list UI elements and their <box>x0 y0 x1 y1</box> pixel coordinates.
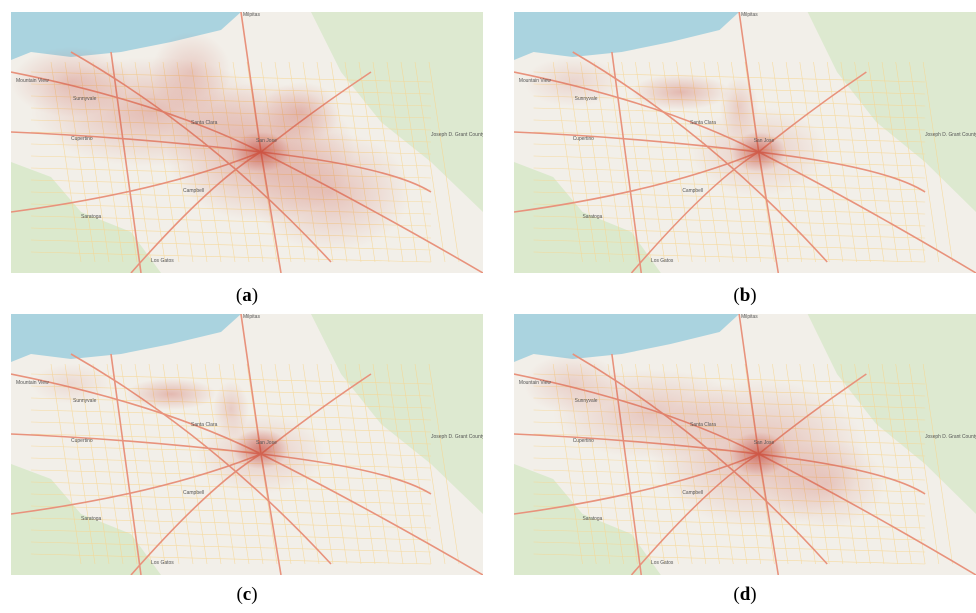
label-park: Joseph D. Grant County Park <box>431 434 483 440</box>
label-campbell: Campbell <box>183 188 204 194</box>
label-santa-clara: Santa Clara <box>191 120 218 126</box>
label-los-gatos: Los Gatos <box>151 258 174 264</box>
label-park: Joseph D. Grant County Park <box>431 132 483 138</box>
label-cupertino: Cupertino <box>71 136 93 142</box>
label-santa-clara: Santa Clara <box>690 120 716 126</box>
caption-c: (c) <box>236 584 258 605</box>
bay-water <box>11 314 241 362</box>
heatmap-b: Milpitas Mountain View Sunnyvale Santa Clar… <box>514 12 976 273</box>
heatmap-a: Milpitas Mountain View Sunnyvale Santa Clar… <box>11 12 483 273</box>
heat-layer <box>523 57 828 197</box>
label-sunnyvale: Sunnyvale <box>575 96 598 102</box>
label-san-jose: San Jose <box>754 138 775 144</box>
label-saratoga: Saratoga <box>81 516 102 522</box>
heatmap-d: Milpitas Mountain View Sunnyvale Santa Clar… <box>514 314 976 575</box>
heat-layer <box>31 364 326 494</box>
label-santa-clara: Santa Clara <box>690 422 716 428</box>
label-san-jose: San Jose <box>256 440 277 446</box>
label-san-jose: San Jose <box>256 138 277 144</box>
label-mountain-view: Mountain View <box>519 380 551 386</box>
panel-d: Milpitas Mountain View Sunnyvale Santa Clar… <box>514 314 976 575</box>
label-mountain-view: Mountain View <box>16 78 49 84</box>
panel-c: Milpitas Mountain View Sunnyvale Santa Clar… <box>11 314 483 575</box>
label-campbell: Campbell <box>183 490 204 496</box>
label-park: Joseph D. Grant County Park <box>925 434 976 440</box>
label-mountain-view: Mountain View <box>519 78 551 84</box>
heat-layer <box>523 354 886 529</box>
label-sunnyvale: Sunnyvale <box>73 398 97 404</box>
map-d: Milpitas Mountain View Sunnyvale Santa Clar… <box>514 314 976 575</box>
map-a: Milpitas Mountain View Sunnyvale Santa Clar… <box>11 12 483 273</box>
label-mountain-view: Mountain View <box>16 380 49 386</box>
label-cupertino: Cupertino <box>573 438 594 444</box>
label-sunnyvale: Sunnyvale <box>73 96 97 102</box>
label-saratoga: Saratoga <box>583 516 603 522</box>
caption-a: (a) <box>235 285 259 306</box>
label-milpitas: Milpitas <box>741 12 758 18</box>
label-los-gatos: Los Gatos <box>651 258 674 264</box>
panel-a: Milpitas Mountain View Sunnyvale Santa Clar… <box>11 12 483 273</box>
map-b: Milpitas Mountain View Sunnyvale Santa Clar… <box>514 12 976 273</box>
label-san-jose: San Jose <box>754 440 775 446</box>
label-campbell: Campbell <box>682 188 703 194</box>
heatmap-c: Milpitas Mountain View Sunnyvale Santa Clar… <box>11 314 483 575</box>
label-los-gatos: Los Gatos <box>651 560 674 566</box>
label-milpitas: Milpitas <box>243 12 260 18</box>
label-saratoga: Saratoga <box>81 214 102 220</box>
bay-water <box>514 314 740 362</box>
label-saratoga: Saratoga <box>583 214 603 220</box>
map-c: Milpitas Mountain View Sunnyvale Santa Clar… <box>11 314 483 575</box>
label-los-gatos: Los Gatos <box>151 560 174 566</box>
panel-b: Milpitas Mountain View Sunnyvale Santa Clar… <box>514 12 976 273</box>
heat-layer <box>11 32 411 252</box>
label-milpitas: Milpitas <box>243 314 260 320</box>
bay-water <box>514 12 740 60</box>
label-santa-clara: Santa Clara <box>191 422 218 428</box>
east-hills <box>311 314 483 514</box>
label-campbell: Campbell <box>682 490 703 496</box>
caption-d: (d) <box>733 584 757 605</box>
label-park: Joseph D. Grant County Park <box>925 132 976 138</box>
label-cupertino: Cupertino <box>573 136 594 142</box>
label-cupertino: Cupertino <box>71 438 93 444</box>
east-hills <box>807 12 976 212</box>
label-milpitas: Milpitas <box>741 314 758 320</box>
east-hills <box>311 12 483 212</box>
label-sunnyvale: Sunnyvale <box>575 398 598 404</box>
caption-b: (b) <box>733 285 757 306</box>
east-hills <box>807 314 976 514</box>
